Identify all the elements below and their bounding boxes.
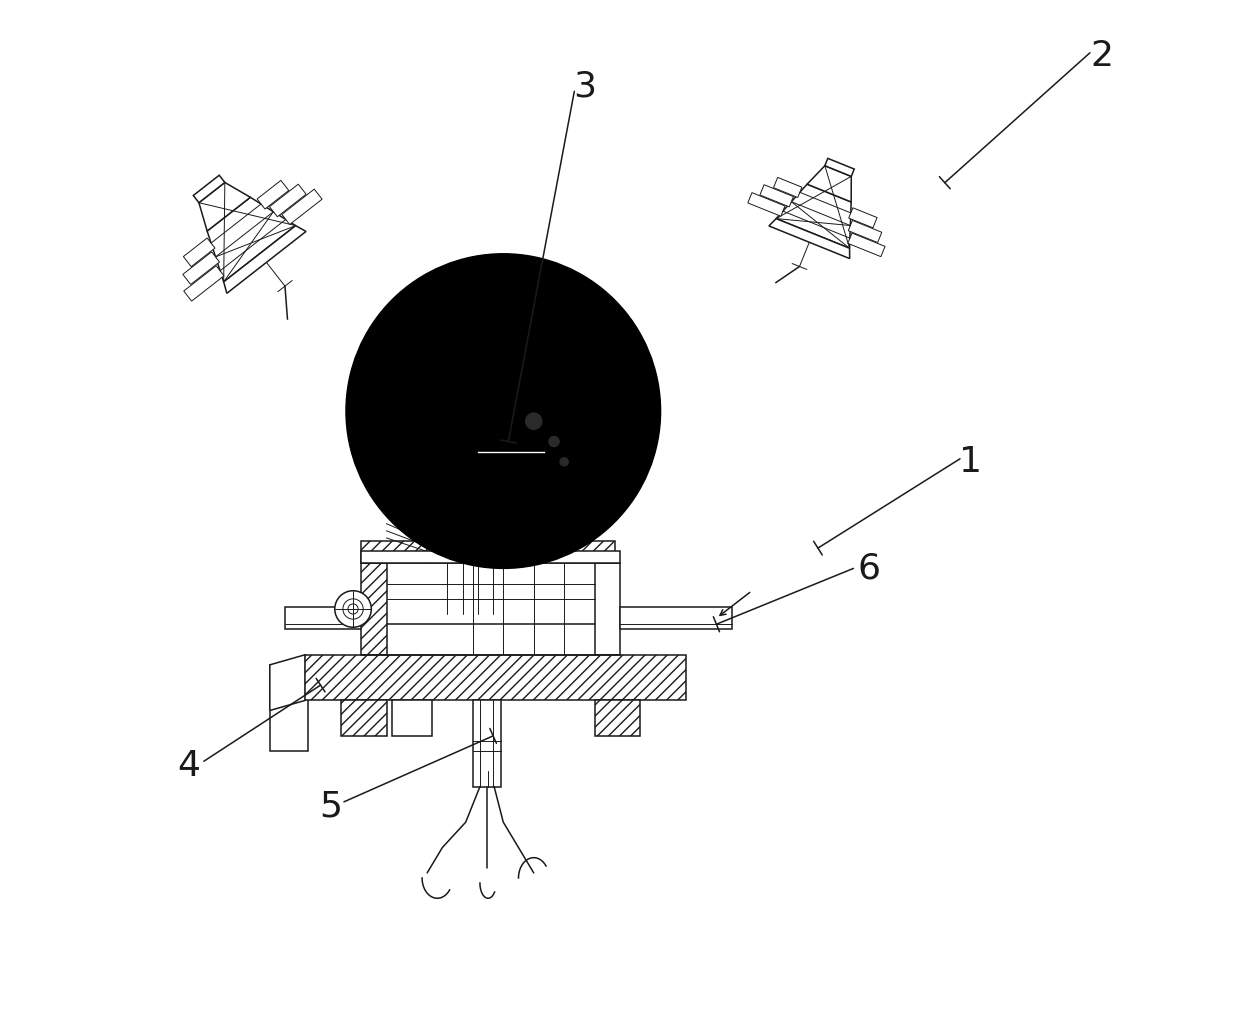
Polygon shape: [223, 225, 306, 293]
Polygon shape: [269, 184, 306, 217]
Bar: [427, 541, 574, 563]
Text: 1: 1: [959, 445, 982, 479]
Bar: [595, 700, 640, 736]
Bar: [305, 655, 686, 700]
Polygon shape: [257, 181, 289, 209]
Polygon shape: [270, 655, 305, 710]
Polygon shape: [760, 185, 794, 207]
Polygon shape: [774, 178, 802, 198]
Bar: [361, 551, 620, 563]
Polygon shape: [848, 208, 877, 227]
Polygon shape: [184, 238, 215, 267]
Polygon shape: [207, 197, 295, 282]
Polygon shape: [193, 176, 224, 203]
Circle shape: [343, 599, 363, 619]
Bar: [285, 607, 361, 629]
Bar: [472, 700, 501, 787]
Bar: [361, 541, 427, 563]
Bar: [341, 700, 387, 736]
Bar: [620, 607, 732, 629]
Circle shape: [549, 436, 559, 447]
Polygon shape: [184, 266, 224, 301]
Polygon shape: [198, 183, 250, 231]
Text: 3: 3: [573, 69, 596, 104]
Circle shape: [335, 591, 371, 627]
Polygon shape: [769, 218, 849, 259]
Polygon shape: [807, 165, 852, 202]
Circle shape: [346, 254, 661, 568]
Text: 2: 2: [1091, 39, 1114, 73]
Circle shape: [526, 413, 542, 429]
Text: 6: 6: [857, 551, 880, 586]
Polygon shape: [825, 158, 854, 177]
Polygon shape: [182, 252, 219, 284]
Text: 5: 5: [319, 790, 342, 824]
Polygon shape: [776, 184, 851, 249]
Text: 4: 4: [177, 749, 200, 784]
Bar: [574, 541, 615, 563]
Bar: [270, 665, 309, 751]
Polygon shape: [281, 189, 322, 224]
Polygon shape: [748, 193, 785, 216]
Polygon shape: [848, 220, 882, 243]
Bar: [361, 563, 387, 655]
Circle shape: [348, 604, 358, 614]
Polygon shape: [848, 233, 885, 257]
Bar: [595, 563, 620, 655]
Circle shape: [560, 458, 568, 466]
Bar: [392, 700, 433, 736]
